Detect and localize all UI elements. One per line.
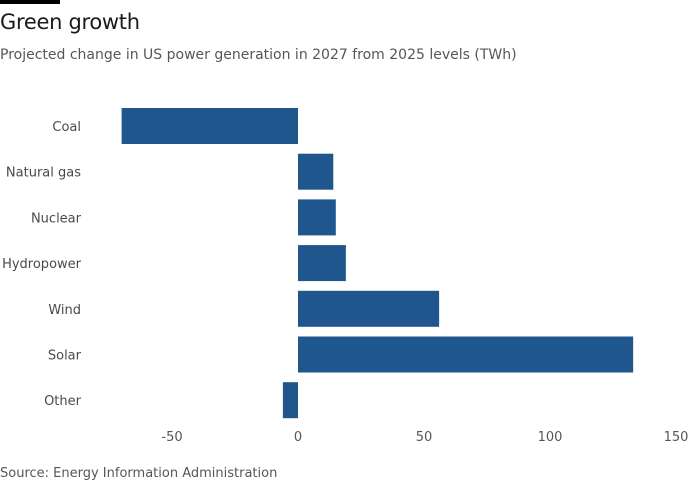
category-label: Solar [48,349,82,364]
x-tick-label: 0 [294,430,302,445]
category-label: Nuclear [31,211,82,226]
category-label: Natural gas [6,166,81,181]
header-accent-bar [0,0,60,4]
category-label: Other [44,394,82,409]
category-label: Wind [48,303,81,318]
bar-natural-gas [298,153,334,190]
bar-other [282,382,298,419]
bar-coal [121,108,298,144]
bar-solar [298,336,634,373]
x-tick-labels: -50 0 50 100 150 [161,430,688,445]
category-labels: Coal Natural gas Nuclear Hydropower Wind Sola… [2,120,82,409]
x-tick-label: 100 [538,430,563,445]
x-tick-label: -50 [161,430,182,445]
chart-subtitle: Projected change in US power generation … [0,47,517,63]
bar-hydropower [298,245,346,282]
category-label: Hydropower [2,257,82,272]
x-tick-label: 150 [664,430,689,445]
category-label: Coal [52,120,81,135]
bar-wind [298,290,440,327]
source-note: Source: Energy Information Administratio… [0,466,278,481]
bar-nuclear [298,199,336,236]
x-tick-label: 50 [416,430,433,445]
bars-group [121,108,634,419]
chart-title: Green growth [0,10,140,34]
